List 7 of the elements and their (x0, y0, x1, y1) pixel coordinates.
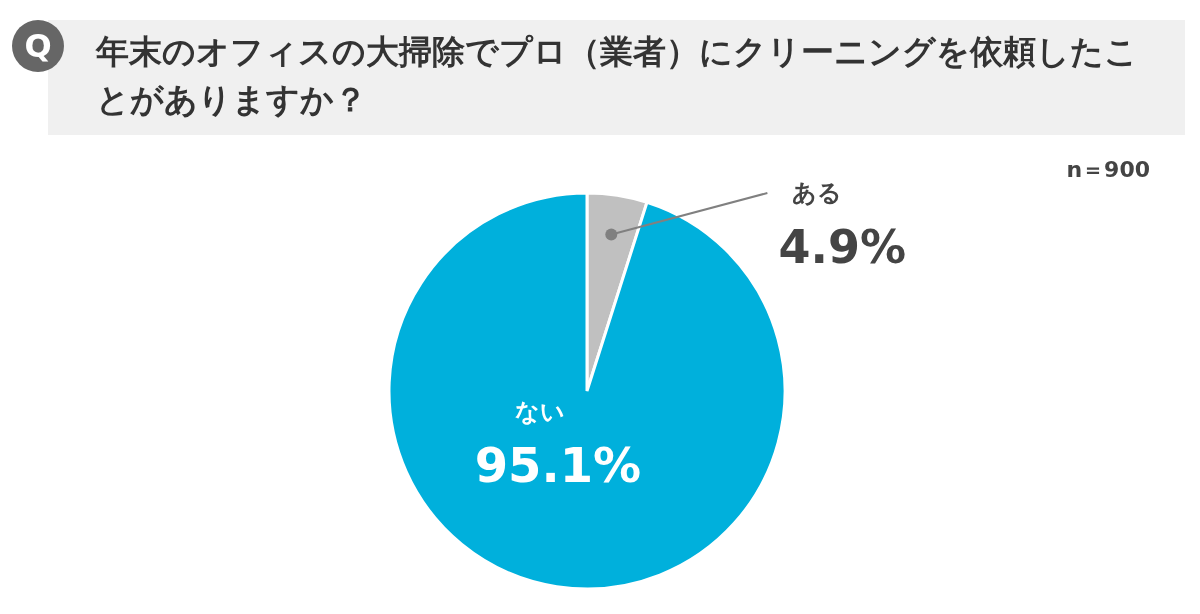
data-label: 95.1% (474, 436, 642, 493)
chart-title: 年末のオフィスの大掃除でプロ（業者）にクリーニングを依頼したことがありますか？ (96, 31, 1139, 121)
text: n＝900 (1066, 156, 1150, 184)
data-label: 4.9% (778, 220, 907, 274)
question-badge-icon: Q (12, 20, 64, 72)
slice-label: ある (792, 179, 843, 207)
slice-label: ない (514, 397, 565, 426)
